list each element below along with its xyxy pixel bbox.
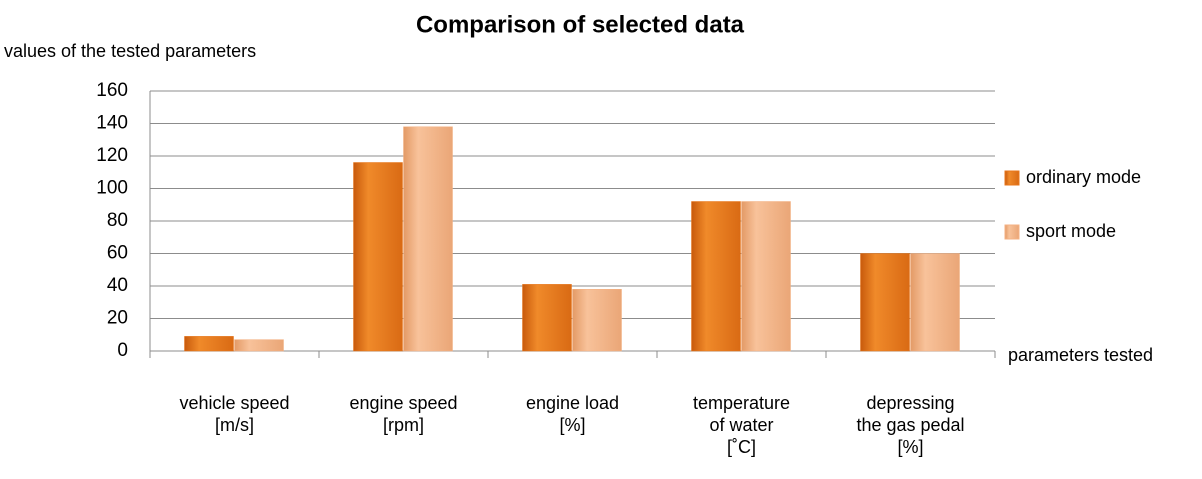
x-tick-label: engine speed bbox=[349, 393, 457, 413]
bar bbox=[353, 162, 403, 352]
bar bbox=[403, 126, 453, 352]
y-tick-label: 100 bbox=[96, 178, 128, 199]
legend-label: sport mode bbox=[1026, 221, 1116, 241]
bar bbox=[860, 253, 910, 352]
x-tick-label: temperature bbox=[693, 393, 790, 413]
x-tick-label: the gas pedal bbox=[856, 415, 964, 435]
x-tick-label: [rpm] bbox=[383, 415, 424, 435]
bar bbox=[522, 284, 572, 352]
bar bbox=[234, 339, 284, 352]
y-tick-label: 160 bbox=[96, 80, 128, 101]
y-tick-label: 140 bbox=[96, 113, 128, 134]
bar bbox=[910, 253, 960, 352]
x-tick-label: of water bbox=[709, 415, 773, 435]
legend-label: ordinary mode bbox=[1026, 167, 1141, 187]
y-tick-label: 80 bbox=[107, 210, 128, 231]
y-tick-label: 120 bbox=[96, 145, 128, 166]
chart-title: Comparison of selected data bbox=[416, 11, 745, 38]
legend-swatch bbox=[1004, 224, 1020, 240]
x-tick-label: [%] bbox=[897, 437, 923, 457]
bar bbox=[741, 201, 791, 352]
x-tick-label: [%] bbox=[559, 415, 585, 435]
x-tick-label: depressing bbox=[866, 393, 954, 413]
x-tick-label: [˚C] bbox=[727, 437, 756, 457]
bar bbox=[184, 336, 234, 352]
bar bbox=[572, 289, 622, 352]
y-tick-label: 20 bbox=[107, 308, 128, 329]
y-tick-label: 40 bbox=[107, 275, 128, 296]
bar bbox=[691, 201, 741, 352]
x-axis-label: parameters tested bbox=[1008, 345, 1153, 365]
legend-swatch bbox=[1004, 170, 1020, 186]
y-tick-label: 60 bbox=[107, 243, 128, 264]
x-tick-label: vehicle speed bbox=[179, 393, 289, 413]
y-tick-label: 0 bbox=[117, 340, 128, 361]
x-tick-label: engine load bbox=[526, 393, 619, 413]
y-axis-label: values of the tested parameters bbox=[4, 41, 256, 61]
x-tick-label: [m/s] bbox=[215, 415, 254, 435]
